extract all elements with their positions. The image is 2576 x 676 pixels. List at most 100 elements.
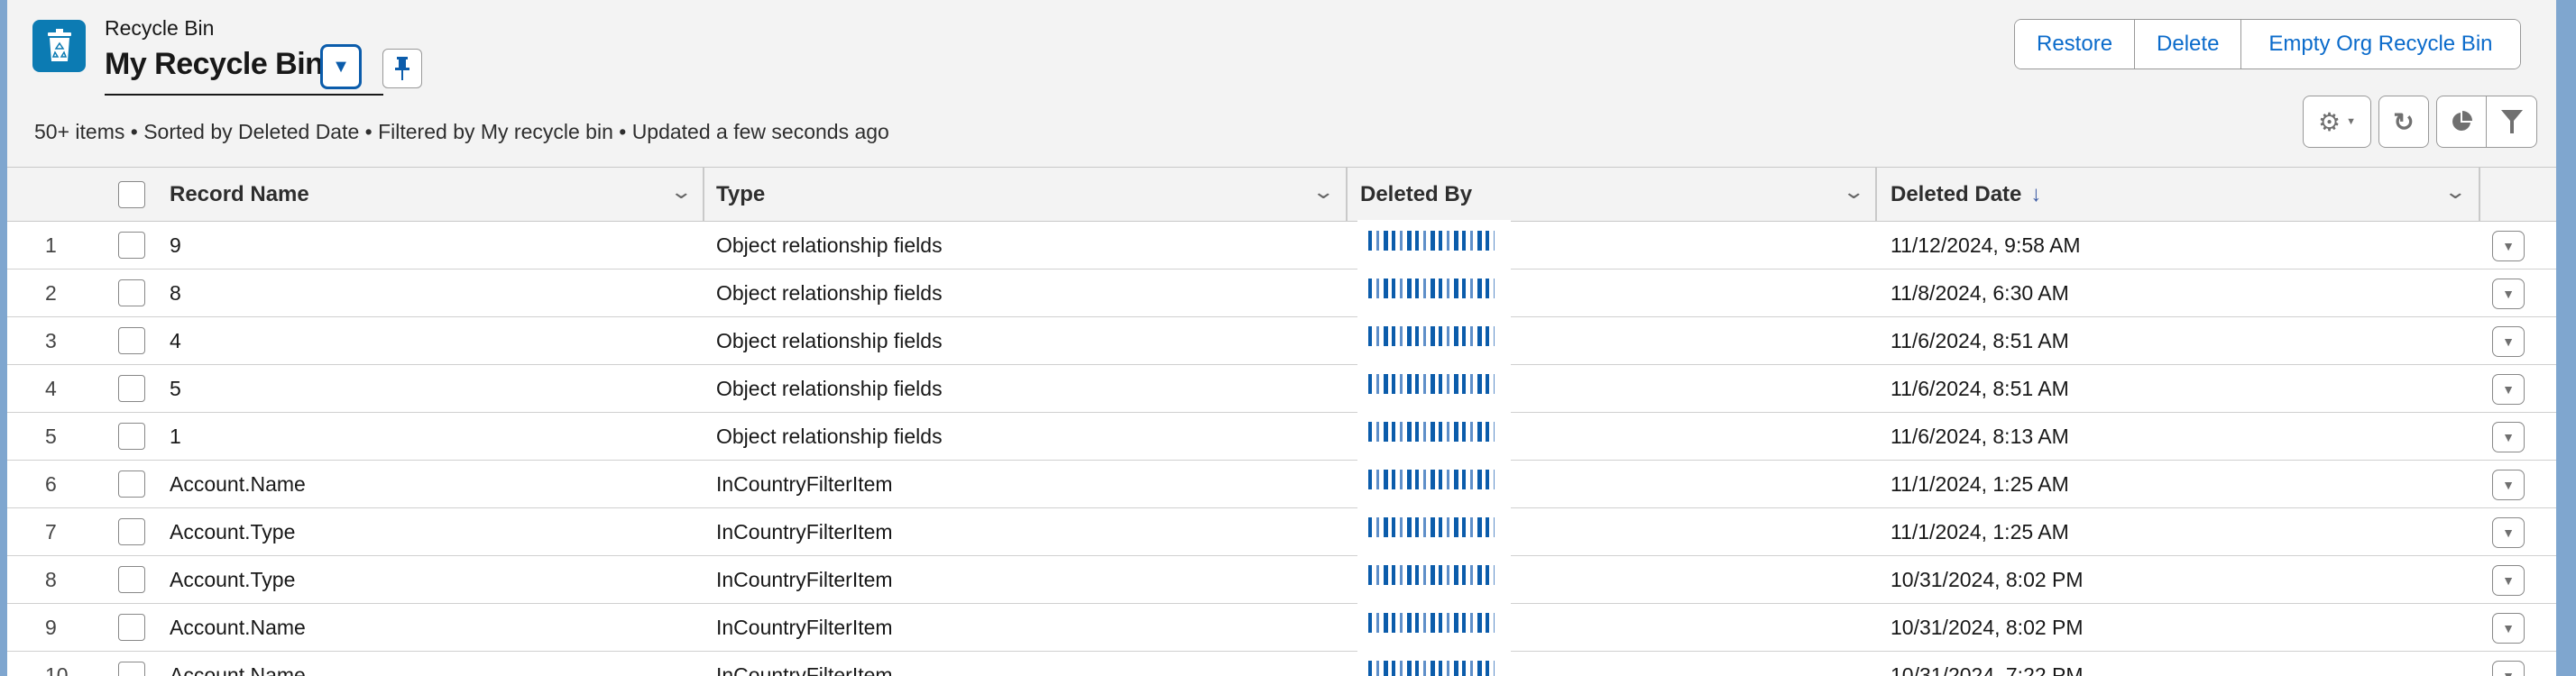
chevron-down-icon[interactable]: ⌄ — [1842, 180, 1866, 203]
row-actions-button[interactable]: ▼ — [2492, 231, 2525, 261]
sort-descending-icon: ↓ — [2030, 181, 2042, 206]
row-checkbox[interactable] — [118, 413, 145, 460]
caret-down-icon: ▼ — [2502, 478, 2515, 492]
row-checkbox[interactable] — [118, 365, 145, 412]
refresh-button[interactable]: ↻ — [2378, 96, 2429, 148]
row-checkbox[interactable] — [118, 652, 145, 676]
list-status-text: 50+ items • Sorted by Deleted Date • Fil… — [34, 120, 889, 143]
caret-down-icon: ▼ — [2502, 573, 2515, 588]
page-title[interactable]: My Recycle Bin — [105, 47, 324, 81]
deleted-by-redacted — [1357, 315, 1511, 352]
deleted-date: 10/31/2024, 7:22 PM — [1891, 662, 2084, 676]
record-type: InCountryFilterItem — [716, 567, 893, 591]
row-actions-button[interactable]: ▼ — [2492, 565, 2525, 596]
pin-list-view-button[interactable] — [382, 49, 422, 88]
deleted-date: 10/31/2024, 8:02 PM — [1891, 615, 2084, 639]
deleted-by-redacted — [1357, 268, 1511, 304]
row-actions-button[interactable]: ▼ — [2492, 374, 2525, 405]
row-checkbox[interactable] — [118, 604, 145, 651]
record-type: InCountryFilterItem — [716, 615, 893, 639]
row-number: 7 — [45, 519, 57, 544]
title-underline — [105, 94, 383, 96]
chevron-down-icon[interactable]: ⌄ — [669, 180, 694, 203]
record-name-link[interactable]: Account.Name — [170, 615, 306, 639]
record-name-link[interactable]: Account.Type — [170, 519, 296, 544]
table-header: Record Name ⌄ Type ⌄ Deleted By ⌄ Delete… — [7, 168, 2556, 222]
deleted-by-redacted — [1357, 363, 1511, 399]
row-actions-button[interactable]: ▼ — [2492, 470, 2525, 500]
select-all-checkbox[interactable] — [118, 168, 145, 221]
caret-down-icon: ▼ — [2502, 525, 2515, 540]
delete-button[interactable]: Delete — [2134, 20, 2241, 69]
recycle-bin-icon — [32, 20, 86, 72]
table-row: 4 5 Object relationship fields 11/6/2024… — [7, 363, 2556, 413]
row-checkbox[interactable] — [118, 461, 145, 507]
deleted-date: 11/6/2024, 8:13 AM — [1891, 424, 2069, 448]
record-type: Object relationship fields — [716, 376, 943, 400]
column-header-type[interactable]: Type — [716, 181, 766, 206]
list-settings-button[interactable]: ⚙ ▼ — [2303, 96, 2371, 148]
record-type: InCountryFilterItem — [716, 519, 893, 544]
column-header-deleted-date[interactable]: Deleted Date ↓ — [1891, 181, 2042, 206]
record-name-link[interactable]: Account.Name — [170, 662, 306, 676]
recycle-bin-page: Recycle Bin My Recycle Bin ▼ 50+ items •… — [7, 0, 2556, 676]
record-name-link[interactable]: Account.Type — [170, 567, 296, 591]
row-number: 4 — [45, 376, 57, 400]
row-checkbox[interactable] — [118, 556, 145, 603]
table-row: 3 4 Object relationship fields 11/6/2024… — [7, 315, 2556, 365]
caret-down-icon: ▼ — [2502, 621, 2515, 635]
list-view-dropdown-button[interactable]: ▼ — [320, 44, 362, 89]
table-row: 5 1 Object relationship fields 11/6/2024… — [7, 411, 2556, 461]
chevron-down-icon[interactable]: ⌄ — [2443, 180, 2468, 203]
column-header-record-name[interactable]: Record Name — [170, 181, 309, 206]
caret-down-icon: ▼ — [332, 56, 350, 77]
row-actions-button[interactable]: ▼ — [2492, 326, 2525, 357]
caret-down-icon: ▼ — [2502, 430, 2515, 444]
row-actions-button[interactable]: ▼ — [2492, 279, 2525, 309]
record-name-link[interactable]: 5 — [170, 376, 181, 400]
deleted-date: 10/31/2024, 8:02 PM — [1891, 567, 2084, 591]
table-row: 1 9 Object relationship fields 11/12/202… — [7, 220, 2556, 269]
record-type: Object relationship fields — [716, 233, 943, 257]
record-type: Object relationship fields — [716, 424, 943, 448]
row-checkbox[interactable] — [118, 508, 145, 555]
deleted-date: 11/1/2024, 1:25 AM — [1891, 519, 2069, 544]
row-actions-button[interactable]: ▼ — [2492, 422, 2525, 452]
refresh-icon: ↻ — [2393, 107, 2415, 136]
chevron-down-icon[interactable]: ⌄ — [1311, 180, 1336, 203]
chart-icon[interactable] — [2437, 96, 2487, 147]
record-name-link[interactable]: 4 — [170, 328, 181, 352]
row-checkbox[interactable] — [118, 222, 145, 269]
caret-down-icon: ▼ — [2502, 287, 2515, 301]
row-actions-button[interactable]: ▼ — [2492, 613, 2525, 644]
record-name-link[interactable]: 8 — [170, 280, 181, 305]
deleted-by-redacted — [1357, 554, 1511, 590]
row-number: 10 — [45, 662, 69, 676]
table-row: 7 Account.Type InCountryFilterItem 11/1/… — [7, 507, 2556, 556]
record-name-link[interactable]: 1 — [170, 424, 181, 448]
row-number: 9 — [45, 615, 57, 639]
caret-down-icon: ▼ — [2346, 116, 2356, 127]
caret-down-icon: ▼ — [2502, 334, 2515, 349]
restore-button[interactable]: Restore — [2015, 20, 2135, 69]
row-actions-button[interactable]: ▼ — [2492, 661, 2525, 676]
table-row: 8 Account.Type InCountryFilterItem 10/31… — [7, 554, 2556, 604]
empty-org-recycle-bin-button[interactable]: Empty Org Recycle Bin — [2240, 20, 2520, 69]
record-name-link[interactable]: 9 — [170, 233, 181, 257]
record-name-link[interactable]: Account.Name — [170, 471, 306, 496]
record-type: Object relationship fields — [716, 328, 943, 352]
caret-down-icon: ▼ — [2502, 669, 2515, 676]
row-number: 1 — [45, 233, 57, 257]
filter-icon[interactable] — [2487, 96, 2536, 147]
deleted-by-redacted — [1357, 507, 1511, 543]
deleted-by-redacted — [1357, 459, 1511, 495]
row-actions-button[interactable]: ▼ — [2492, 517, 2525, 548]
row-checkbox[interactable] — [118, 317, 145, 364]
row-checkbox[interactable] — [118, 269, 145, 316]
table-row: 2 8 Object relationship fields 11/8/2024… — [7, 268, 2556, 317]
caret-down-icon: ▼ — [2502, 382, 2515, 397]
column-header-deleted-by[interactable]: Deleted By — [1360, 181, 1473, 206]
table-row: 10 Account.Name InCountryFilterItem 10/3… — [7, 650, 2556, 676]
chart-filter-group — [2436, 96, 2537, 148]
action-button-group: Restore Delete Empty Org Recycle Bin — [2014, 19, 2521, 69]
